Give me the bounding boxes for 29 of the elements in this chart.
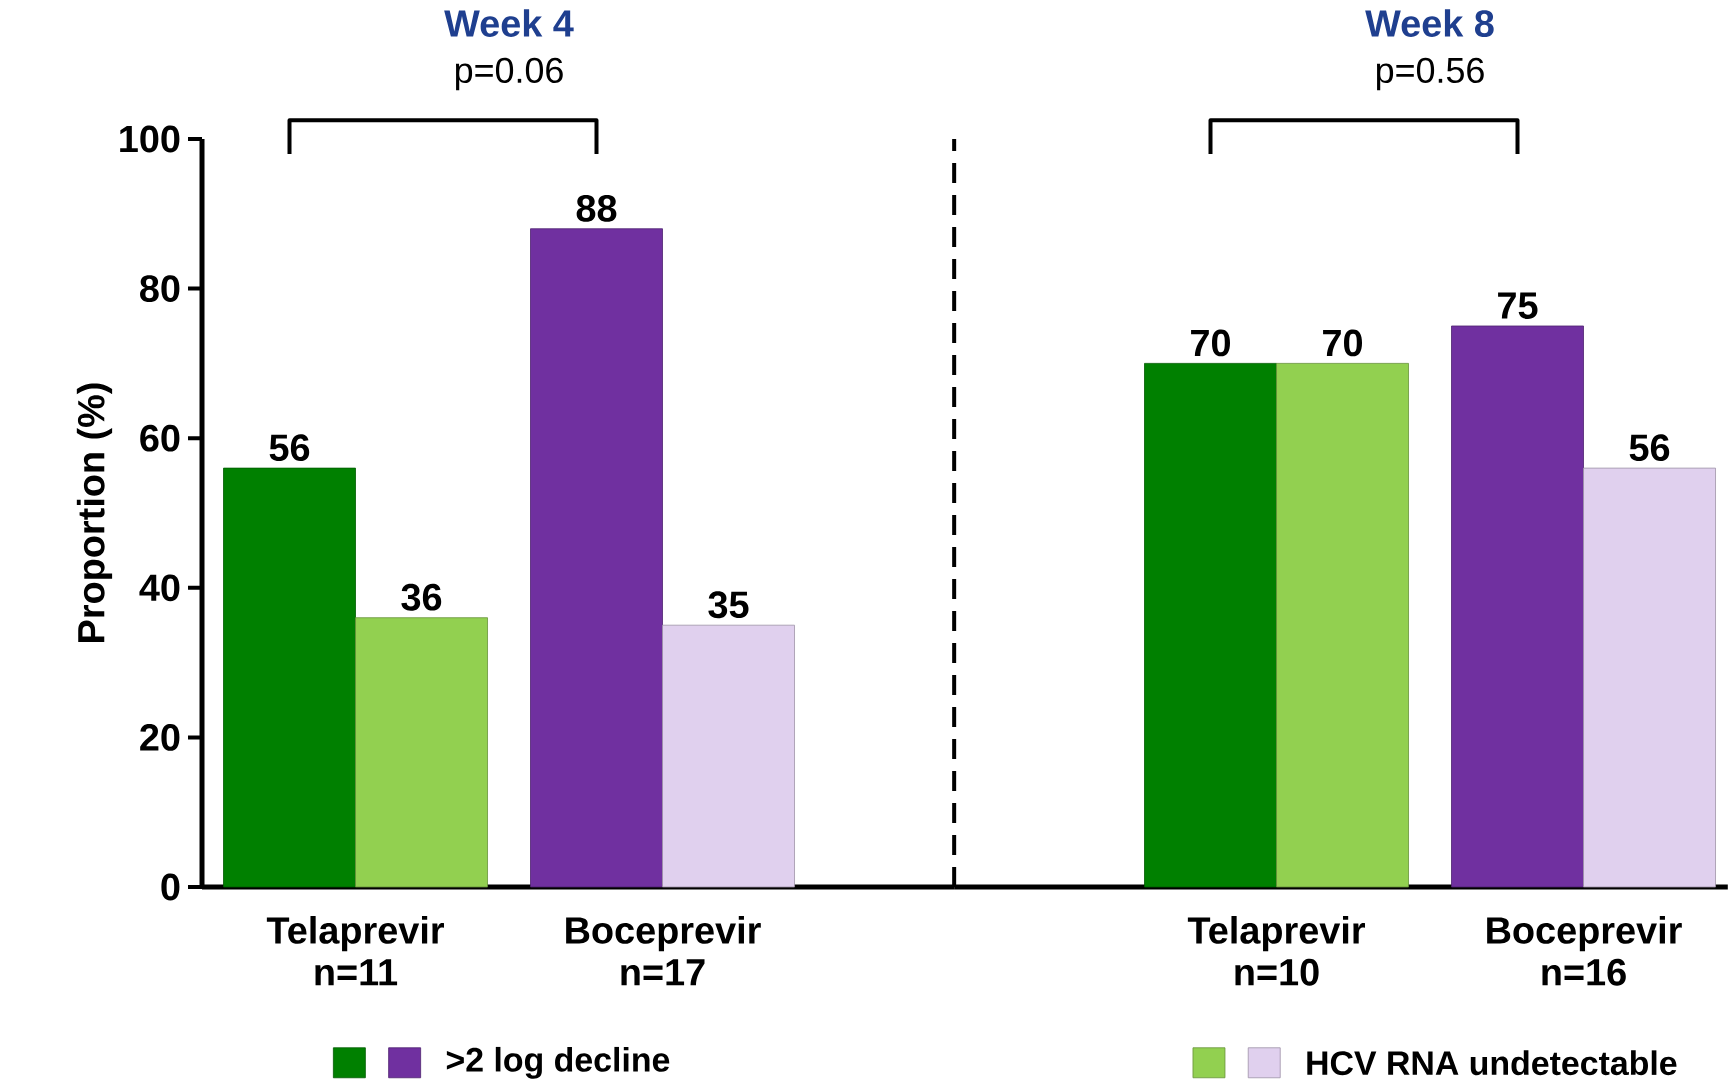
y-tick-label: 40 <box>139 574 180 602</box>
text: p=0.06 <box>455 57 563 91</box>
x-tick-label: Boceprevir n=16 <box>1487 915 1682 986</box>
data-label: 56 <box>1629 434 1670 461</box>
chart-title: Week 8 <box>1365 9 1494 37</box>
y-tick-label: 80 <box>140 275 180 302</box>
data-label: 70 <box>1323 329 1363 357</box>
bar <box>223 467 356 888</box>
legend-label: HCV RNA undetectable <box>1307 1050 1677 1076</box>
bar <box>355 617 488 888</box>
y-tick-label: 100 <box>120 125 180 153</box>
bar <box>662 624 795 888</box>
y-tick-label: 20 <box>140 723 180 751</box>
chart-title: Week 4 <box>444 9 574 37</box>
x-tick-label: Boceprevir n=17 <box>566 915 761 986</box>
data-label: 70 <box>1191 329 1230 357</box>
data-label: 75 <box>1498 292 1538 319</box>
y-tick-label: 0 <box>161 873 180 901</box>
y-tick-label: 60 <box>140 424 180 452</box>
y-axis-title: Proportion (%) <box>76 383 113 642</box>
bar <box>530 228 663 888</box>
data-label: 88 <box>576 194 617 222</box>
x-tick-label: Telaprevir n=10 <box>1187 915 1366 986</box>
data-label: 36 <box>401 583 442 611</box>
text: p=0.56 <box>1376 57 1484 91</box>
data-label: 56 <box>269 434 310 461</box>
legend-label: >2 log decline <box>446 1046 670 1079</box>
data-label: 35 <box>708 591 749 619</box>
x-tick-label: Telaprevir n=11 <box>266 915 445 986</box>
